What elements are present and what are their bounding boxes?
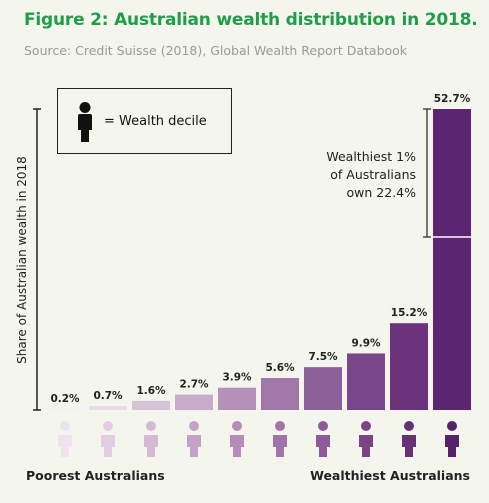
data-label-decile-5: 3.9% — [222, 372, 252, 384]
data-label-decile-7: 7.5% — [308, 351, 338, 363]
bar-decile-8 — [347, 353, 385, 410]
bar-decile-2 — [89, 406, 127, 410]
footer-wealthiest-label: Wealthiest Australians — [310, 468, 470, 483]
bar-decile-7 — [304, 367, 342, 410]
person-icon — [144, 421, 158, 457]
chart-source: Source: Credit Suisse (2018), Global Wea… — [24, 43, 408, 58]
data-label-decile-8: 9.9% — [351, 337, 381, 349]
person-icon — [58, 421, 72, 457]
person-icon — [402, 421, 416, 457]
bar-decile-6 — [261, 378, 299, 410]
top-1-percent-annotation: Wealthiest 1% of Australians own 22.4% — [326, 149, 416, 200]
bar-decile-9 — [390, 323, 428, 410]
bar-decile-10 — [433, 109, 471, 410]
person-icon — [445, 421, 459, 457]
person-icon — [316, 421, 330, 457]
legend: = Wealth decile — [57, 88, 232, 154]
footer-poorest-label: Poorest Australians — [26, 468, 165, 483]
person-icon — [101, 421, 115, 457]
data-label-decile-1: 0.2% — [50, 393, 80, 405]
person-icon — [230, 421, 244, 457]
y-axis — [33, 108, 41, 411]
data-label-decile-2: 0.7% — [93, 390, 123, 402]
data-label-decile-6: 5.6% — [265, 362, 295, 374]
person-icon — [273, 421, 287, 457]
data-label-decile-10: 52.7% — [434, 93, 471, 105]
bar-decile-3 — [132, 400, 170, 410]
data-label-decile-9: 15.2% — [391, 307, 428, 319]
chart-title: Figure 2: Australian wealth distribution… — [24, 10, 478, 30]
data-label-decile-3: 1.6% — [136, 385, 166, 397]
top-1-percent-bracket — [423, 108, 431, 238]
bar-decile-4 — [175, 394, 213, 410]
data-label-decile-4: 2.7% — [179, 379, 209, 391]
person-icon — [359, 421, 373, 457]
bar-decile-1 — [46, 408, 84, 410]
person-icon — [78, 102, 92, 142]
person-icon — [187, 421, 201, 457]
bar-decile-5 — [218, 387, 256, 410]
legend-label: = Wealth decile — [104, 114, 207, 129]
